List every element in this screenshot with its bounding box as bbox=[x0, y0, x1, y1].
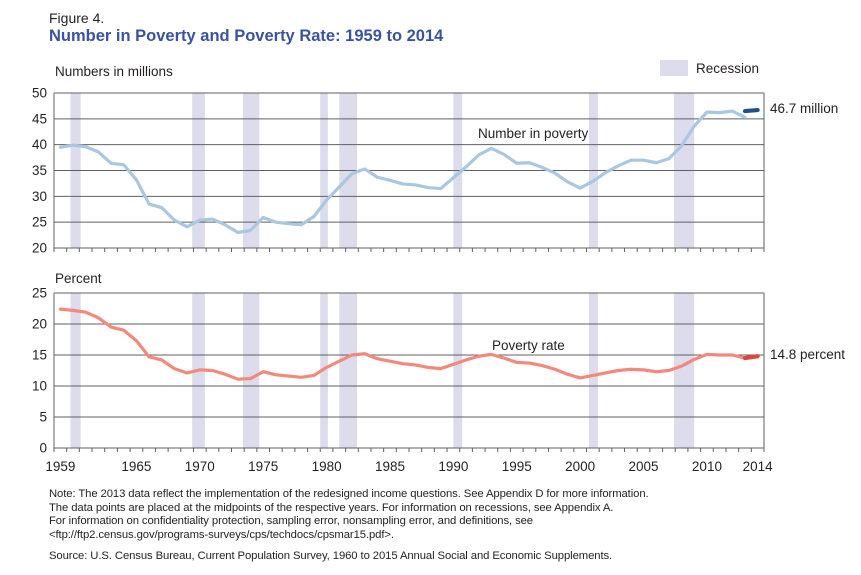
x-tick-label: 1985 bbox=[375, 459, 405, 474]
y-tick-label: 20 bbox=[32, 241, 47, 256]
recession-band bbox=[242, 293, 260, 448]
x-tick-label: 1970 bbox=[185, 459, 215, 474]
number-in-poverty-end-value: 46.7 million bbox=[770, 101, 839, 116]
recession-legend: Recession bbox=[660, 60, 759, 76]
bottom-chart-unit-label: Percent bbox=[55, 271, 102, 286]
recession-band bbox=[589, 293, 598, 448]
recession-legend-label: Recession bbox=[696, 60, 760, 76]
poverty-rate-end-value: 14.8 percent bbox=[770, 347, 846, 362]
y-tick-label: 15 bbox=[32, 348, 47, 363]
note-line-2: The data points are placed at the midpoi… bbox=[49, 501, 614, 514]
poverty-rate-line bbox=[58, 307, 747, 381]
recession-band bbox=[339, 293, 358, 448]
source-line: Source: U.S. Census Bureau, Current Popu… bbox=[49, 550, 613, 563]
note-line-3: For information on confidentiality prote… bbox=[49, 515, 533, 528]
y-tick-label: 45 bbox=[32, 111, 47, 126]
poverty-rate-series-label: Poverty rate bbox=[492, 338, 565, 353]
x-tick-label: 2010 bbox=[692, 459, 722, 474]
recession-band bbox=[453, 293, 463, 448]
recession-band bbox=[673, 293, 695, 448]
number-in-poverty-chart: 20 25 30 35 40 45 50 bbox=[32, 86, 765, 256]
y-tick-label: 20 bbox=[32, 317, 47, 332]
x-tick-label: 1975 bbox=[248, 459, 278, 474]
top-chart-unit-label: Numbers in millions bbox=[55, 64, 173, 79]
y-tick-label: 30 bbox=[32, 189, 47, 204]
x-tick-label: 1995 bbox=[502, 459, 532, 474]
recession-band bbox=[70, 293, 81, 448]
x-tick-label: 1959 bbox=[45, 459, 75, 474]
y-tick-label: 25 bbox=[32, 286, 47, 301]
x-tick-label: 1965 bbox=[121, 459, 151, 474]
number-in-poverty-redesigned-segment bbox=[742, 107, 760, 114]
recession-swatch-icon bbox=[660, 60, 688, 76]
y-tick-label: 25 bbox=[32, 215, 47, 230]
y-tick-label: 35 bbox=[32, 163, 47, 178]
y-tick-label: 50 bbox=[32, 86, 47, 101]
x-tick-label: 2005 bbox=[629, 459, 659, 474]
poverty-rate-chart: 0 5 10 15 20 25 1959 1965 1970 1975 1980 1985 1990 19… bbox=[32, 286, 773, 475]
poverty-rate-redesigned-segment bbox=[742, 354, 760, 361]
note-line-4: <ftp://ftp2.census.gov/programs-surveys/… bbox=[49, 528, 394, 541]
y-tick-label: 0 bbox=[39, 441, 47, 456]
y-tick-label: 5 bbox=[39, 410, 47, 425]
figure-label: Figure 4. bbox=[49, 10, 105, 26]
number-in-poverty-line bbox=[58, 109, 747, 235]
figure-title: Number in Poverty and Poverty Rate: 1959… bbox=[49, 27, 444, 45]
x-tick-label: 2014 bbox=[743, 459, 774, 474]
note-line-1: Note: The 2013 data reflect the implemen… bbox=[49, 488, 649, 500]
footnotes: Note: The 2013 data reflect the implemen… bbox=[49, 488, 849, 564]
number-in-poverty-series-label: Number in poverty bbox=[478, 126, 589, 141]
x-tick-label: 2000 bbox=[565, 459, 595, 474]
x-tick-label: 1990 bbox=[438, 459, 468, 474]
y-tick-label: 40 bbox=[32, 137, 47, 152]
y-tick-label: 10 bbox=[32, 379, 47, 394]
x-tick-label: 1980 bbox=[312, 459, 342, 474]
